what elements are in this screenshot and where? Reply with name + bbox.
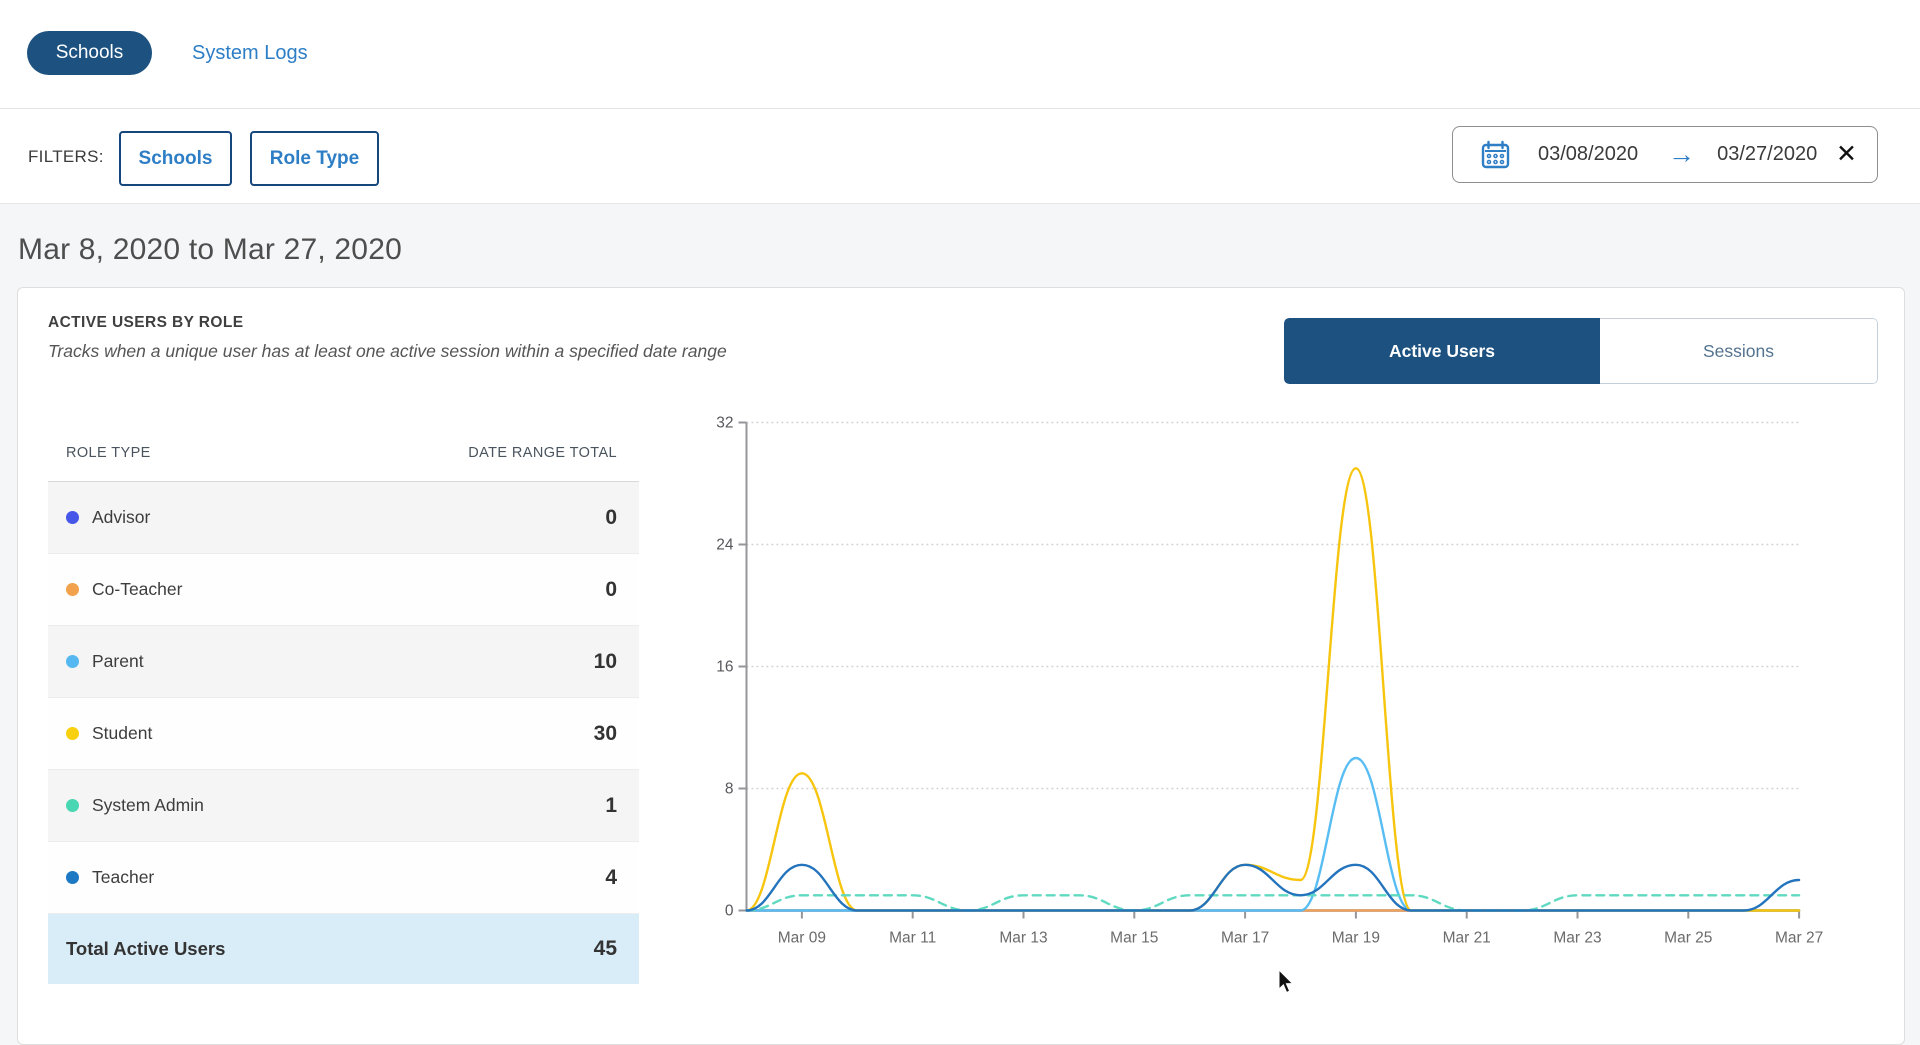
role-value: 10 bbox=[593, 649, 617, 673]
table-row: Teacher 4 bbox=[48, 842, 639, 914]
filter-bar: FILTERS: Schools Role Type 03/08/2020 → … bbox=[0, 109, 1920, 204]
svg-text:Mar 21: Mar 21 bbox=[1443, 930, 1491, 947]
calendar-icon bbox=[1481, 140, 1510, 169]
total-label: Total Active Users bbox=[66, 938, 226, 959]
page-title: Mar 8, 2020 to Mar 27, 2020 bbox=[18, 233, 402, 266]
svg-text:Mar 15: Mar 15 bbox=[1110, 930, 1158, 947]
table-body: Advisor 0 Co-Teacher 0 Parent 10 Student 30 Syst… bbox=[48, 482, 639, 914]
svg-text:32: 32 bbox=[716, 415, 733, 432]
role-label: Advisor bbox=[92, 507, 151, 527]
filter-role-type-button[interactable]: Role Type bbox=[250, 131, 379, 186]
role-label: System Admin bbox=[92, 795, 204, 815]
svg-text:Mar 19: Mar 19 bbox=[1332, 930, 1380, 947]
date-start[interactable]: 03/08/2020 bbox=[1538, 143, 1639, 165]
svg-text:8: 8 bbox=[725, 781, 734, 798]
table-row: Student 30 bbox=[48, 698, 639, 770]
close-icon[interactable]: ✕ bbox=[1836, 140, 1857, 168]
tab-schools[interactable]: Schools bbox=[27, 31, 152, 75]
role-label: Co-Teacher bbox=[92, 579, 183, 599]
role-color-dot bbox=[66, 799, 79, 812]
role-color-dot bbox=[66, 871, 79, 884]
top-nav: Schools System Logs bbox=[0, 0, 1920, 109]
role-color-dot bbox=[66, 583, 79, 596]
sessions-tab[interactable]: Sessions bbox=[1600, 318, 1878, 384]
role-label: Parent bbox=[92, 651, 144, 671]
role-value: 0 bbox=[605, 505, 617, 529]
role-table: ROLE TYPE DATE RANGE TOTAL Advisor 0 Co-Te… bbox=[48, 424, 639, 984]
svg-text:Mar 25: Mar 25 bbox=[1664, 930, 1712, 947]
svg-text:Mar 11: Mar 11 bbox=[889, 930, 936, 947]
date-range-picker[interactable]: 03/08/2020 → 03/27/2020 ✕ bbox=[1452, 126, 1878, 183]
role-color-dot bbox=[66, 655, 79, 668]
svg-text:Mar 17: Mar 17 bbox=[1221, 930, 1269, 947]
role-value: 0 bbox=[605, 577, 617, 601]
table-header: ROLE TYPE DATE RANGE TOTAL bbox=[48, 424, 639, 482]
svg-text:0: 0 bbox=[725, 903, 734, 920]
role-color-dot bbox=[66, 511, 79, 524]
svg-text:Mar 09: Mar 09 bbox=[778, 930, 826, 947]
date-end[interactable]: 03/27/2020 bbox=[1717, 143, 1818, 165]
table-row: System Admin 1 bbox=[48, 770, 639, 842]
filters-label: FILTERS: bbox=[28, 147, 104, 166]
filter-schools-button[interactable]: Schools bbox=[119, 131, 232, 186]
total-row: Total Active Users 45 bbox=[48, 914, 639, 984]
role-value: 4 bbox=[605, 865, 617, 889]
column-date-range-total: DATE RANGE TOTAL bbox=[468, 444, 617, 461]
svg-text:16: 16 bbox=[716, 659, 733, 676]
role-label: Student bbox=[92, 723, 153, 743]
table-row: Co-Teacher 0 bbox=[48, 554, 639, 626]
arrow-right-icon: → bbox=[1668, 139, 1696, 169]
role-value: 1 bbox=[605, 793, 617, 817]
card-title: ACTIVE USERS BY ROLE bbox=[48, 314, 244, 331]
column-role-type: ROLE TYPE bbox=[66, 444, 151, 461]
svg-text:24: 24 bbox=[716, 537, 734, 554]
svg-text:Mar 13: Mar 13 bbox=[999, 930, 1047, 947]
total-value: 45 bbox=[593, 937, 617, 960]
table-row: Advisor 0 bbox=[48, 482, 639, 554]
role-value: 30 bbox=[593, 721, 617, 745]
active-users-tab[interactable]: Active Users bbox=[1284, 318, 1600, 384]
svg-text:Mar 23: Mar 23 bbox=[1553, 930, 1601, 947]
view-toggle: Active Users Sessions bbox=[1284, 318, 1878, 384]
role-label: Teacher bbox=[92, 867, 155, 887]
table-row: Parent 10 bbox=[48, 626, 639, 698]
active-users-card: ACTIVE USERS BY ROLE Tracks when a uniqu… bbox=[17, 287, 1905, 1045]
card-subtitle: Tracks when a unique user has at least o… bbox=[48, 341, 727, 361]
tab-system-logs[interactable]: System Logs bbox=[192, 42, 308, 64]
role-color-dot bbox=[66, 727, 79, 740]
active-users-line-chart: 0 8 16 24 32 Mar 09 Mar 11 Mar 13 Mar 15 Mar 17 Ma… bbox=[716, 415, 1823, 947]
svg-text:Mar 27: Mar 27 bbox=[1775, 930, 1823, 947]
